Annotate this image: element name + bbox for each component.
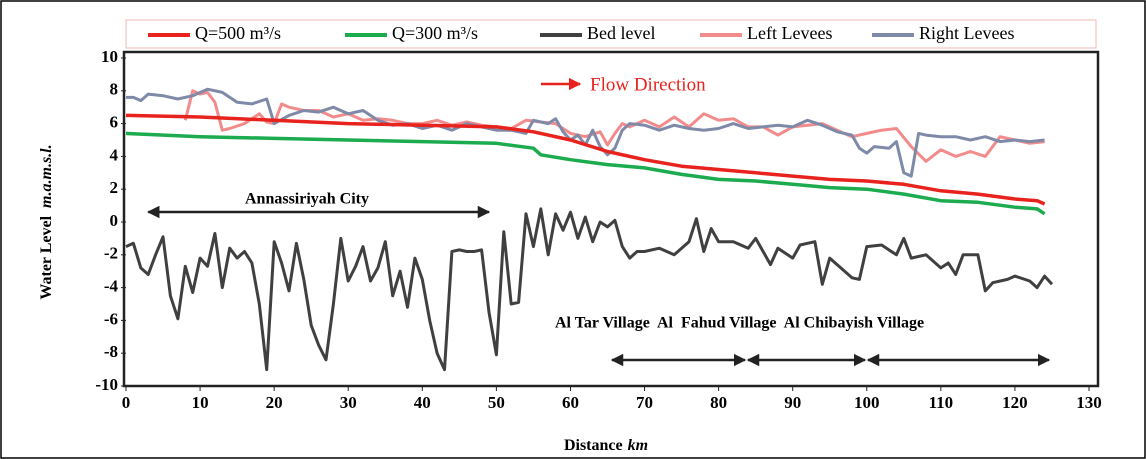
x-tick-label: 90 bbox=[784, 393, 801, 412]
x-tick-label: 130 bbox=[1076, 393, 1102, 412]
y-axis-label-main: Water Level bbox=[38, 215, 55, 299]
y-tick-label: -4 bbox=[104, 277, 119, 296]
x-axis-label-main: Distance bbox=[564, 437, 623, 454]
y-tick-label: -10 bbox=[95, 375, 118, 394]
x-tick-label: 110 bbox=[929, 393, 954, 412]
line-series bbox=[125, 131, 1046, 216]
x-tick-label: 80 bbox=[710, 393, 727, 412]
y-tick-label: 10 bbox=[101, 47, 118, 66]
x-tick-label: 10 bbox=[192, 393, 209, 412]
x-tick-label: 120 bbox=[1002, 393, 1028, 412]
y-axis-label: Water Level m.a.m.s.l. bbox=[38, 144, 55, 299]
x-tick-label: 0 bbox=[122, 393, 131, 412]
legend-label: Q=300 m³/s bbox=[392, 23, 478, 43]
annotation: Flow Direction bbox=[590, 74, 706, 95]
x-tick-label: 70 bbox=[636, 393, 653, 412]
legend-label: Right Levees bbox=[919, 23, 1014, 43]
x-axis-label-unit: km bbox=[628, 437, 648, 454]
y-tick-label: 4 bbox=[110, 145, 119, 164]
y-tick-label: -6 bbox=[104, 309, 118, 328]
line-series bbox=[125, 113, 1046, 206]
y-tick-label: 6 bbox=[110, 113, 119, 132]
x-axis-label: Distance km bbox=[564, 437, 648, 454]
x-tick-label: 50 bbox=[488, 393, 505, 412]
y-tick-label: 0 bbox=[110, 211, 119, 230]
x-tick-label: 20 bbox=[266, 393, 283, 412]
legend-label: Left Levees bbox=[747, 23, 832, 43]
annotation: Annassiriyah City bbox=[245, 191, 369, 208]
plot-frame bbox=[122, 50, 1100, 388]
y-axis-label-unit: m.a.m.s.l. bbox=[38, 144, 55, 208]
legend-box bbox=[125, 19, 1097, 49]
y-tick-label: 2 bbox=[110, 178, 119, 197]
legend-label: Q=500 m³/s bbox=[195, 23, 281, 43]
annotation: Al Tar Village Al Fahud Village Al Chiba… bbox=[555, 315, 924, 332]
y-tick-label: -8 bbox=[104, 342, 118, 361]
x-tick-label: 40 bbox=[414, 393, 431, 412]
x-tick-label: 100 bbox=[854, 393, 880, 412]
x-tick-label: 30 bbox=[340, 393, 357, 412]
x-tick-label: 60 bbox=[562, 393, 579, 412]
y-tick-label: -2 bbox=[104, 244, 118, 263]
legend: Q=500 m³/s Q=300 m³/s Bed level Left Levees… bbox=[148, 23, 1014, 43]
legend-label: Bed level bbox=[587, 23, 655, 43]
line-series bbox=[125, 207, 1054, 372]
y-tick-label: 8 bbox=[110, 80, 119, 99]
line-series bbox=[183, 89, 1045, 163]
